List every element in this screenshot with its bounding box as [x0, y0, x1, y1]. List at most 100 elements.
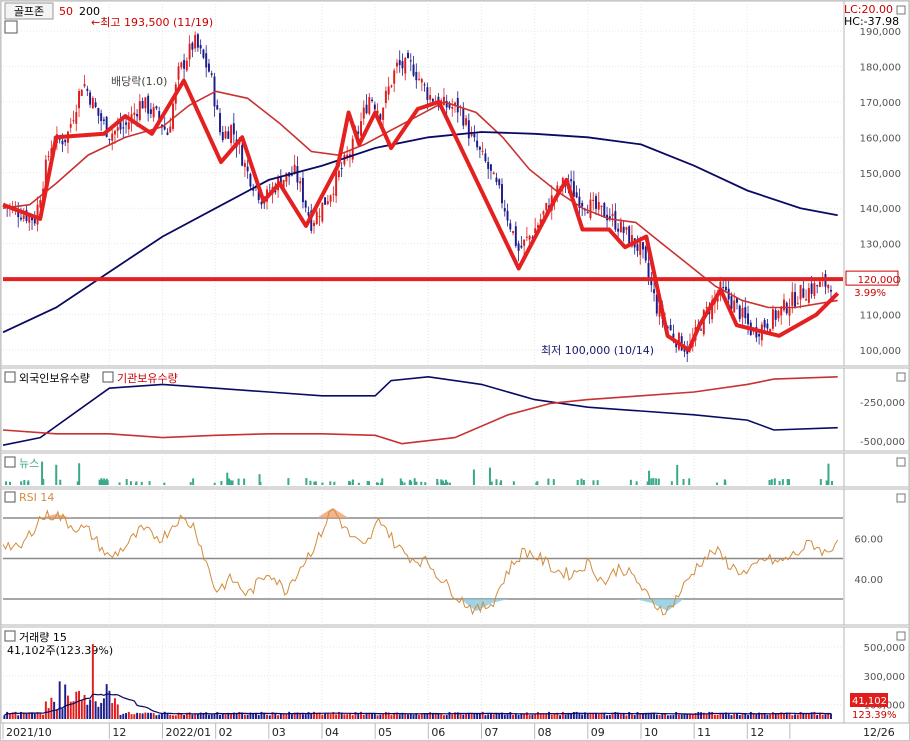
news-bar [576, 480, 579, 485]
volume-bar [288, 711, 291, 719]
rsi-tick: 60.00 [854, 534, 883, 545]
news-bar [313, 481, 316, 485]
news-bar [500, 480, 503, 485]
x-tick-label: 05 [378, 726, 392, 739]
volume-bar [523, 714, 526, 719]
candle-body [72, 120, 75, 122]
news-bar [403, 482, 406, 485]
x-tick-label: 02 [219, 726, 233, 739]
news-bar [163, 482, 166, 485]
x-tick-label: 2022/01 [165, 726, 211, 739]
candle-body [78, 91, 80, 109]
candle-body [260, 201, 263, 205]
volume-bar [14, 711, 17, 719]
candle-body [335, 171, 338, 196]
volume-bar [525, 712, 528, 719]
candle-body [738, 305, 741, 320]
candle-body [617, 228, 620, 232]
candle-body [476, 140, 479, 148]
candle-body [741, 307, 744, 318]
volume-bar [11, 712, 14, 719]
volume-bar [827, 713, 830, 719]
volume-bar [595, 712, 597, 719]
volume-bar [572, 712, 575, 719]
candle-body [766, 323, 769, 329]
price-tick-label: 170,000 [860, 98, 901, 109]
volume-bar [155, 715, 158, 719]
volume-bar [531, 714, 534, 719]
volume-bar [227, 713, 230, 719]
news-bar [629, 479, 632, 485]
candle-body [97, 107, 100, 116]
volume-bar [509, 712, 512, 719]
volume-bar [89, 699, 92, 719]
candle-body [810, 283, 813, 294]
candle-body [22, 215, 25, 219]
news-title: 뉴스 [19, 457, 39, 470]
candle-body [138, 101, 141, 120]
volume-bar [271, 712, 274, 719]
news-panel [1, 452, 909, 488]
volume-bar [664, 713, 667, 719]
candle-body [597, 202, 600, 210]
candle-body [603, 203, 606, 218]
candle-body [462, 108, 465, 126]
news-bar [413, 478, 416, 485]
volume-bar [335, 714, 338, 719]
candle-body [506, 210, 509, 221]
volume-bar [304, 714, 307, 719]
stock-name: 골프존 [14, 5, 44, 18]
volume-bar [125, 713, 127, 719]
volume-bar [100, 702, 103, 719]
volume-bar [454, 712, 456, 719]
news-bar [420, 481, 423, 485]
volume-bar [398, 714, 401, 719]
candle-body [373, 104, 376, 110]
news-bar [258, 474, 261, 485]
candle-body [774, 310, 777, 320]
candle-body [592, 199, 595, 202]
volume-bar [774, 713, 777, 719]
volume-bar [760, 713, 763, 719]
candle-body [133, 112, 136, 115]
rsi-tick: 40.00 [854, 575, 883, 586]
candle-body [802, 288, 805, 298]
volume-bar [633, 715, 636, 719]
candle-body [783, 299, 785, 311]
candle-body [724, 286, 727, 291]
volume-bar [752, 713, 755, 719]
volume-bar [628, 712, 631, 719]
volume-bar [749, 711, 752, 719]
news-bar [440, 479, 443, 485]
candle-body [147, 95, 150, 114]
volume-bar [736, 713, 738, 719]
candle-body [622, 226, 625, 233]
volume-bar [738, 714, 741, 719]
candle-body [702, 309, 705, 335]
news-bar [309, 480, 312, 485]
news-bar [27, 480, 30, 485]
volume-bar [169, 714, 172, 719]
volume-bar [487, 714, 490, 719]
candle-body [221, 132, 224, 141]
volume-bar [802, 713, 805, 719]
high-price-label: ←최고 193,500 (11/19) [91, 16, 213, 29]
volume-tick: 500,000 [864, 643, 905, 654]
volume-bar [600, 713, 603, 719]
candle-body [180, 62, 183, 68]
news-bar [650, 478, 653, 485]
volume-bar [550, 714, 553, 719]
volume-bar [252, 713, 255, 719]
candle-body [152, 107, 155, 118]
news-bar [547, 478, 550, 485]
resistance-pct: 3.99% [854, 288, 886, 299]
candle-body [337, 170, 340, 178]
volume-bar [415, 713, 418, 719]
news-bar [443, 482, 446, 485]
volume-bar [733, 713, 736, 719]
rsi-oversold-fill [460, 599, 477, 612]
volume-bar [94, 701, 97, 719]
volume-bar [542, 713, 545, 719]
